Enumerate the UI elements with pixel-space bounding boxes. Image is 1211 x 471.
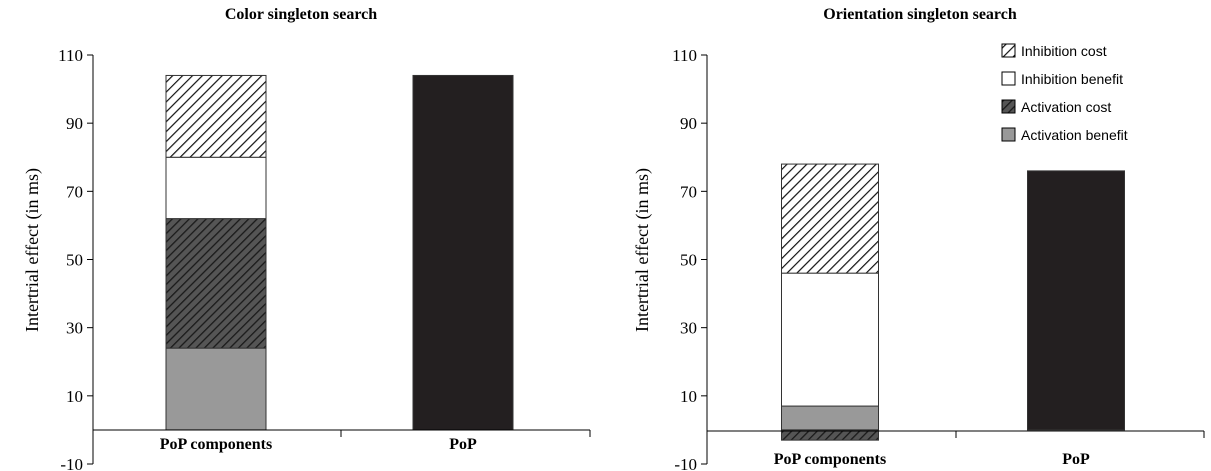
- chart-title: Orientation singleton search: [823, 6, 1017, 23]
- category-label-pop-components: PoP components: [160, 436, 272, 453]
- bar-segment-inhibition-cost: [781, 163, 879, 274]
- axes: [92, 55, 591, 464]
- y-tick-label: 70: [680, 182, 697, 201]
- bar-segment-activation-cost: [781, 429, 879, 441]
- legend: Inhibition cost Inhibition benefit Activ…: [1001, 43, 1128, 143]
- bars: [165, 74, 514, 431]
- bar-segment-inhibition-benefit: [781, 272, 879, 407]
- y-tick-label: 30: [680, 319, 697, 338]
- y-tick-label: 30: [66, 319, 83, 338]
- y-tick-label: 90: [680, 114, 697, 133]
- chart-orientation-singleton: Orientation singleton search Intertrial …: [632, 6, 1205, 471]
- axes: [706, 55, 1205, 464]
- bar-segment-pop: [412, 74, 514, 431]
- y-tick-label: -10: [674, 455, 697, 471]
- chart-title: Color singleton search: [225, 6, 377, 23]
- bar-segment-activation-benefit: [781, 405, 879, 431]
- y-tick-label: 50: [680, 251, 697, 270]
- bars: [781, 163, 1125, 441]
- bar-segment-activation-benefit: [165, 347, 267, 431]
- legend-label-inhibition-benefit: Inhibition benefit: [1021, 71, 1123, 87]
- legend-swatch-activation-benefit: [1001, 127, 1016, 142]
- y-tick-label: -10: [60, 455, 83, 471]
- y-ticks: -10 10 30 50 70 90 110: [58, 46, 93, 471]
- legend-swatch-activation-cost: [1001, 99, 1016, 114]
- legend-label-activation-cost: Activation cost: [1021, 99, 1111, 115]
- y-axis-label: Intertrial effect (in ms): [22, 168, 43, 332]
- bar-segment-inhibition-cost: [165, 74, 267, 158]
- y-ticks: -10 10 30 50 70 90 110: [672, 46, 707, 471]
- y-tick-label: 50: [66, 251, 83, 270]
- category-label-pop: PoP: [449, 436, 477, 453]
- chart-color-singleton: Color singleton search Intertrial effect…: [22, 6, 591, 471]
- bar-segment-activation-cost: [165, 218, 267, 349]
- y-tick-label: 90: [66, 114, 83, 133]
- legend-label-inhibition-cost: Inhibition cost: [1021, 43, 1107, 59]
- legend-swatch-inhibition-cost: [1001, 43, 1016, 58]
- category-label-pop-components: PoP components: [774, 451, 886, 468]
- y-tick-label: 10: [680, 387, 697, 406]
- y-tick-label: 110: [672, 46, 697, 65]
- legend-label-activation-benefit: Activation benefit: [1021, 127, 1128, 143]
- bar-segment-pop: [1027, 170, 1125, 431]
- category-label-pop: PoP: [1062, 451, 1090, 468]
- y-tick-label: 70: [66, 182, 83, 201]
- y-tick-label: 10: [66, 387, 83, 406]
- legend-swatch-inhibition-benefit: [1001, 71, 1016, 86]
- y-tick-label: 110: [58, 46, 83, 65]
- y-axis-label: Intertrial effect (in ms): [632, 168, 653, 332]
- bar-segment-inhibition-benefit: [165, 156, 267, 220]
